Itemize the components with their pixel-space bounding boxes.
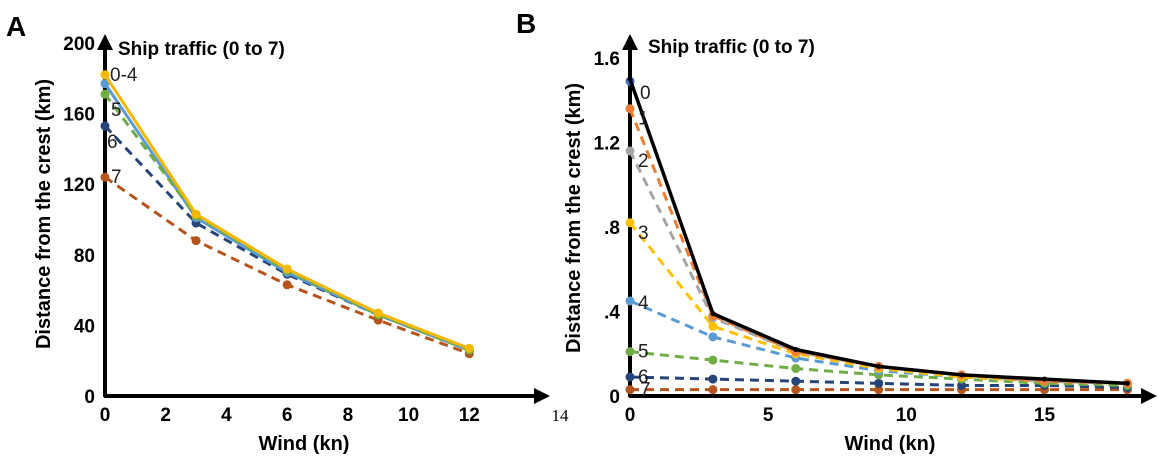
y-tick-label: 80 [74,246,95,267]
y-axis-title: Distance from the crest (km) [33,79,55,349]
data-point [625,104,635,114]
legend-title: Ship traffic (0 to 7) [648,37,815,58]
series-label: 5 [111,100,122,121]
axes [622,34,1157,404]
y-tick-label: 120 [63,175,95,196]
x-tick-label: 0 [100,405,111,426]
chart-panel-b: 0 1 2 3 4 5 67 0 5 10 15 0 .4 .8 1.2 1.6 Ship traffic … [563,34,1157,455]
data-point [627,76,633,82]
series-label: 4 [638,293,649,314]
data-point [100,79,110,89]
data-point [625,347,635,357]
data-point [625,218,635,228]
axes [97,34,550,404]
y-tick-label: .8 [604,218,620,239]
y-axis-arrow-icon [622,34,638,50]
series-label: 2 [638,151,649,172]
x-tick-label: 4 [221,405,232,426]
x-axis-arrow-icon [534,388,550,404]
panel-letter-a: A [6,11,26,42]
y-tick-label: .4 [604,303,620,324]
series-label: 7 [640,380,651,401]
data-point [191,236,201,246]
series-line [103,93,470,352]
data-point [464,343,474,353]
data-point [191,209,201,219]
data-point [1041,376,1047,382]
series-label: 1 [638,109,649,130]
y-axis-title: Distance from the crest (km) [563,83,585,353]
y-tick-label: 160 [63,105,95,126]
y-tick-label: 200 [63,34,95,55]
data-point [282,280,292,290]
series-line [628,78,1128,386]
series-label: 0-4 [110,65,138,86]
data-point [957,380,967,390]
y-tick-label: 0 [84,387,95,408]
data-point [876,363,882,369]
series-label: 3 [638,223,649,244]
x-tick-label: 0 [625,405,636,426]
data-point [874,385,884,395]
x-axis-arrow-icon [1141,388,1157,404]
series-label: 5 [638,342,649,363]
data-point [625,296,635,306]
series-label: 0 [640,83,651,104]
x-axis-title: Wind (kn) [259,433,350,455]
data-point [791,385,801,395]
x-tick-label: 15 [1034,405,1056,426]
panel-letter-b: B [516,8,536,39]
data-point [708,385,718,395]
series-label: 7 [111,167,122,188]
data-point [791,376,801,386]
x-tick-label-extra: 14 [552,406,570,425]
series-group [625,76,1132,395]
data-point [874,378,884,388]
data-point [708,374,718,384]
series-group [100,70,474,359]
data-point [100,89,110,99]
x-tick-label: 6 [282,405,293,426]
data-point [793,347,799,353]
data-point [625,372,635,382]
data-point [100,70,110,80]
series-label: 6 [107,132,118,153]
x-tick-label: 10 [896,405,917,426]
series-line [628,108,1128,385]
x-tick-label: 5 [763,405,774,426]
data-point [708,355,718,365]
data-point [625,385,635,395]
data-point [373,308,383,318]
data-point [1124,380,1130,386]
series-labels: 0 1 2 3 4 5 67 [638,83,651,401]
y-axis-arrow-icon [97,34,113,50]
x-tick-label: 10 [398,405,419,426]
data-point [282,264,292,274]
series-line [103,73,470,350]
tick-labels: 0 5 10 150.4.81.21.6 [594,49,1056,426]
series-line [628,150,1128,385]
x-axis-title: Wind (kn) [845,433,936,455]
series-label: 6 [638,367,649,388]
data-point [959,372,965,378]
data-point [625,146,635,156]
y-tick-label: 1.2 [594,134,620,155]
data-point [100,121,110,131]
data-point [708,332,718,342]
data-point [708,321,718,331]
series-labels: 0-4 5 6 7 [107,65,138,188]
x-tick-label: 2 [160,405,171,426]
x-tick-label: 8 [343,405,354,426]
y-tick-label: 1.6 [594,49,620,70]
data-point [710,311,716,317]
data-point [791,364,801,374]
legend-title: Ship traffic (0 to 7) [118,39,285,60]
y-tick-label: 40 [74,316,95,337]
x-tick-label: 12 [459,405,480,426]
data-point [100,172,110,182]
y-tick-label: 0 [609,387,620,408]
